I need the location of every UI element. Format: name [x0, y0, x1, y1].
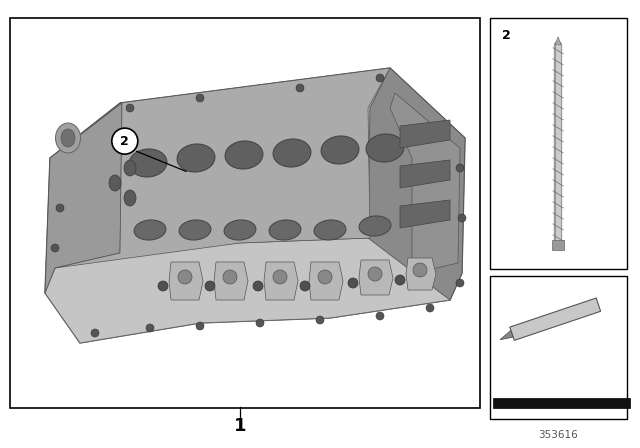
Ellipse shape — [134, 220, 166, 240]
Circle shape — [348, 278, 358, 288]
Polygon shape — [169, 262, 203, 300]
Text: 353616: 353616 — [538, 430, 578, 439]
Text: 2: 2 — [120, 134, 129, 148]
Ellipse shape — [359, 216, 391, 236]
Circle shape — [91, 329, 99, 337]
Circle shape — [256, 319, 264, 327]
Polygon shape — [400, 160, 450, 188]
Circle shape — [146, 324, 154, 332]
Polygon shape — [500, 331, 513, 340]
Polygon shape — [309, 262, 343, 300]
Circle shape — [316, 316, 324, 324]
Ellipse shape — [225, 141, 263, 169]
Circle shape — [158, 281, 168, 291]
Circle shape — [178, 270, 192, 284]
Ellipse shape — [177, 144, 215, 172]
Circle shape — [318, 270, 332, 284]
Circle shape — [223, 270, 237, 284]
Ellipse shape — [314, 220, 346, 240]
Polygon shape — [406, 258, 436, 290]
Circle shape — [395, 275, 405, 285]
Polygon shape — [264, 262, 298, 300]
Circle shape — [56, 204, 64, 212]
Polygon shape — [55, 68, 390, 268]
Polygon shape — [390, 93, 460, 273]
Polygon shape — [400, 120, 450, 148]
Text: 2: 2 — [502, 29, 511, 43]
Ellipse shape — [124, 160, 136, 176]
Polygon shape — [368, 68, 465, 300]
Circle shape — [253, 281, 263, 291]
Ellipse shape — [56, 123, 81, 153]
Circle shape — [413, 263, 427, 277]
Ellipse shape — [129, 149, 167, 177]
Circle shape — [456, 164, 464, 172]
Circle shape — [51, 244, 59, 252]
Ellipse shape — [321, 136, 359, 164]
Polygon shape — [510, 298, 600, 340]
Circle shape — [368, 267, 382, 281]
Ellipse shape — [179, 220, 211, 240]
Ellipse shape — [109, 175, 121, 191]
Polygon shape — [45, 238, 462, 343]
Circle shape — [426, 304, 434, 312]
Bar — [10, 18, 480, 408]
Ellipse shape — [124, 190, 136, 206]
Ellipse shape — [366, 134, 404, 162]
Bar — [490, 18, 627, 269]
Polygon shape — [45, 103, 122, 293]
Text: 1: 1 — [234, 417, 246, 435]
Circle shape — [376, 312, 384, 320]
Circle shape — [296, 84, 304, 92]
Circle shape — [376, 74, 384, 82]
Polygon shape — [214, 262, 248, 300]
Circle shape — [205, 281, 215, 291]
Circle shape — [126, 104, 134, 112]
Polygon shape — [45, 68, 465, 343]
Circle shape — [456, 279, 464, 287]
Circle shape — [196, 322, 204, 330]
Bar — [490, 276, 627, 419]
Polygon shape — [400, 200, 450, 228]
Bar — [493, 398, 630, 408]
Ellipse shape — [224, 220, 256, 240]
Circle shape — [458, 214, 466, 222]
Polygon shape — [555, 37, 561, 45]
Ellipse shape — [273, 139, 311, 167]
Circle shape — [300, 281, 310, 291]
Circle shape — [112, 128, 138, 154]
Circle shape — [196, 94, 204, 102]
Ellipse shape — [269, 220, 301, 240]
Circle shape — [273, 270, 287, 284]
Bar — [552, 240, 564, 250]
Ellipse shape — [61, 129, 75, 147]
Polygon shape — [359, 260, 393, 295]
